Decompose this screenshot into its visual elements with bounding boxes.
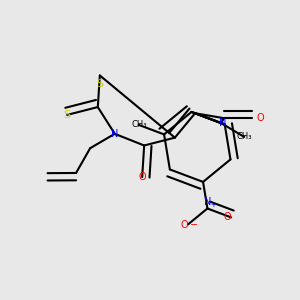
Text: CH₃: CH₃ — [131, 120, 147, 129]
Text: N: N — [219, 118, 226, 128]
Text: S: S — [96, 79, 103, 89]
Text: O: O — [257, 113, 265, 123]
Text: N: N — [111, 129, 118, 139]
Text: S: S — [64, 110, 71, 120]
Text: N: N — [204, 197, 211, 207]
Text: O: O — [224, 212, 232, 222]
Text: CH₃: CH₃ — [236, 132, 252, 141]
Text: O: O — [181, 220, 188, 230]
Text: +: + — [211, 202, 216, 208]
Text: −: − — [190, 220, 199, 230]
Text: O: O — [138, 172, 146, 182]
